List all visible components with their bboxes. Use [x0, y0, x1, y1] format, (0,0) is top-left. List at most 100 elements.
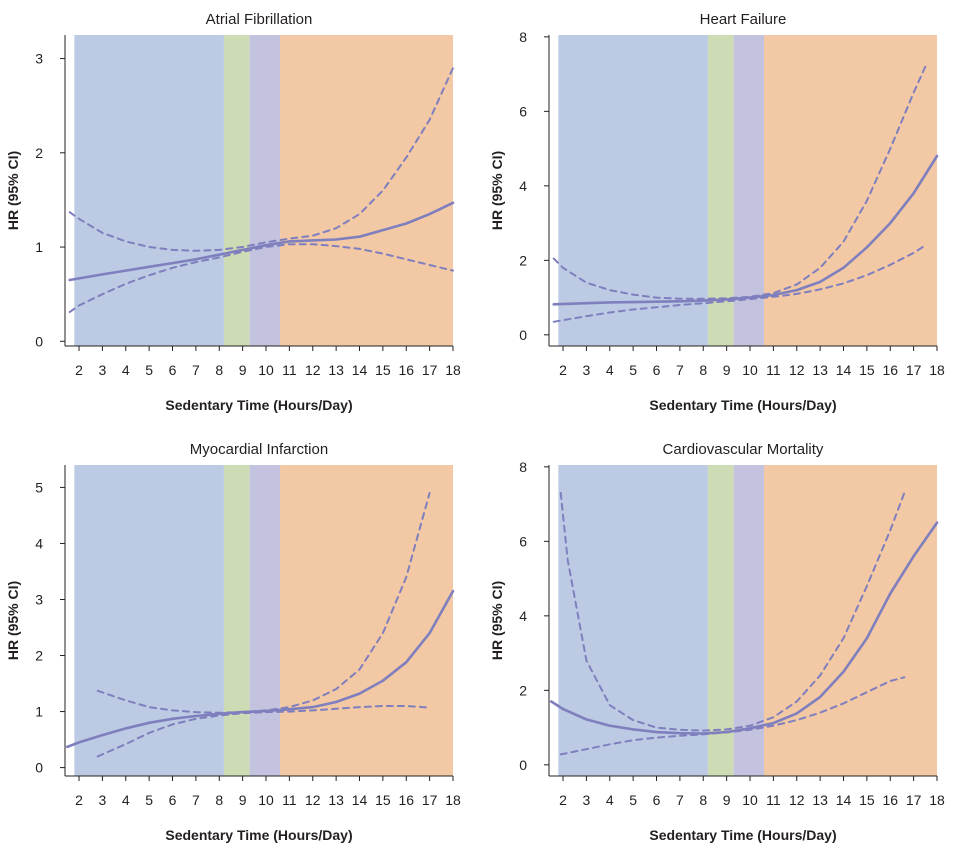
x-tick-label: 11 [766, 362, 781, 378]
hr-line [552, 154, 939, 306]
zone-band-3 [249, 465, 281, 776]
x-tick-label: 5 [629, 792, 637, 808]
y-tick-label: 8 [519, 459, 527, 475]
y-axis-label: HR (95% CI) [5, 581, 21, 660]
x-tick-label: 11 [282, 362, 297, 378]
x-tick-label: 8 [699, 362, 707, 378]
y-tick-label: 1 [35, 239, 43, 255]
x-tick-label: 12 [305, 792, 321, 808]
lower-ci-line [96, 705, 431, 758]
x-tick-label: 16 [882, 362, 898, 378]
x-tick-label: 17 [906, 362, 922, 378]
x-tick-label: 15 [859, 362, 875, 378]
zone-band-1 [558, 35, 708, 346]
x-tick-label: 8 [215, 792, 223, 808]
zone-band-1 [558, 465, 708, 776]
x-tick-label: 18 [929, 362, 945, 378]
x-tick-label: 13 [328, 362, 344, 378]
x-tick-label: 4 [122, 792, 130, 808]
hr-line [68, 201, 455, 282]
y-tick-label: 4 [519, 608, 527, 624]
x-tick-label: 7 [192, 792, 200, 808]
y-axis-label: HR (95% CI) [5, 151, 21, 230]
x-tick-label: 16 [882, 792, 898, 808]
zone-band-4 [280, 35, 453, 346]
x-tick-label: 6 [653, 362, 661, 378]
zone-band-3 [249, 35, 281, 346]
x-tick-label: 10 [742, 792, 758, 808]
x-tick-label: 16 [398, 792, 414, 808]
upper-ci-line [68, 67, 454, 252]
x-tick-label: 5 [629, 362, 637, 378]
chart-title: Heart Failure [700, 11, 787, 28]
x-tick-label: 8 [699, 792, 707, 808]
lower-ci-line [552, 244, 927, 323]
chart-panel-cardiovascular-mortality: 0 2 4 6 8 2 3 4 5 6 7 8 9 10 11 12 13 14 15 16 17 18 Cardiovas… [484, 430, 960, 856]
upper-ci-line [552, 65, 927, 300]
zone-band-2 [223, 465, 250, 776]
y-axis-label: HR (95% CI) [489, 581, 505, 660]
x-tick-label: 7 [676, 792, 684, 808]
x-tick-label: 10 [742, 362, 758, 378]
x-tick-label: 18 [929, 792, 945, 808]
upper-ci-line [96, 492, 431, 714]
x-tick-label: 4 [606, 792, 614, 808]
x-tick-label: 14 [352, 362, 368, 378]
zone-band-1 [74, 35, 224, 346]
x-tick-label: 3 [582, 792, 590, 808]
x-axis-label: Sedentary Time (Hours/Day) [165, 397, 352, 413]
x-axis-label: Sedentary Time (Hours/Day) [165, 827, 352, 843]
x-tick-label: 9 [723, 792, 731, 808]
x-tick-label: 9 [723, 362, 731, 378]
zone-band-2 [707, 35, 734, 346]
y-tick-label: 8 [519, 29, 527, 45]
x-tick-label: 5 [145, 792, 153, 808]
x-tick-label: 11 [282, 792, 297, 808]
chart-panel-myocardial-infarction: 0 1 2 3 4 5 2 3 4 5 6 7 8 9 10 11 12 13 14 15 16 17 18 Myocardi… [0, 430, 480, 856]
zone-band-3 [733, 465, 765, 776]
x-tick-label: 3 [582, 362, 590, 378]
zone-band-3 [733, 35, 765, 346]
x-tick-label: 2 [75, 362, 83, 378]
y-tick-label: 2 [519, 252, 527, 268]
x-tick-label: 7 [192, 362, 200, 378]
x-tick-label: 18 [445, 792, 461, 808]
y-tick-label: 0 [35, 333, 43, 349]
x-tick-label: 11 [766, 792, 781, 808]
zone-band-2 [223, 35, 250, 346]
x-tick-label: 8 [215, 362, 223, 378]
x-tick-label: 12 [305, 362, 321, 378]
x-tick-label: 14 [836, 792, 852, 808]
x-tick-label: 5 [145, 362, 153, 378]
x-tick-label: 14 [836, 362, 852, 378]
x-tick-label: 15 [375, 792, 391, 808]
x-tick-label: 2 [559, 362, 567, 378]
y-tick-label: 6 [519, 103, 527, 119]
x-tick-label: 14 [352, 792, 368, 808]
x-tick-label: 13 [812, 362, 828, 378]
chart-panel-heart-failure: 0 2 4 6 8 2 3 4 5 6 7 8 9 10 11 12 13 14 15 16 17 18 Heart Fai… [484, 0, 960, 426]
x-tick-label: 17 [906, 792, 922, 808]
y-tick-label: 0 [519, 757, 527, 773]
x-tick-label: 12 [789, 362, 805, 378]
zone-band-4 [764, 35, 937, 346]
x-tick-label: 13 [328, 792, 344, 808]
y-tick-label: 0 [519, 327, 527, 343]
x-tick-label: 9 [239, 792, 247, 808]
x-tick-label: 16 [398, 362, 414, 378]
zone-band-1 [74, 465, 224, 776]
chart-panel-atrial-fibrillation: 0 1 2 3 2 3 4 5 6 7 8 9 10 11 12 13 14 15 16 17 18 Atrial Fib… [0, 0, 480, 426]
x-tick-label: 10 [258, 362, 274, 378]
y-tick-label: 1 [35, 704, 43, 720]
lower-ci-line [559, 676, 906, 756]
y-tick-label: 5 [35, 479, 43, 495]
lower-ci-line [68, 243, 454, 314]
x-tick-label: 7 [676, 362, 684, 378]
x-tick-label: 17 [422, 362, 438, 378]
y-tick-label: 4 [35, 535, 43, 551]
x-tick-label: 2 [75, 792, 83, 808]
